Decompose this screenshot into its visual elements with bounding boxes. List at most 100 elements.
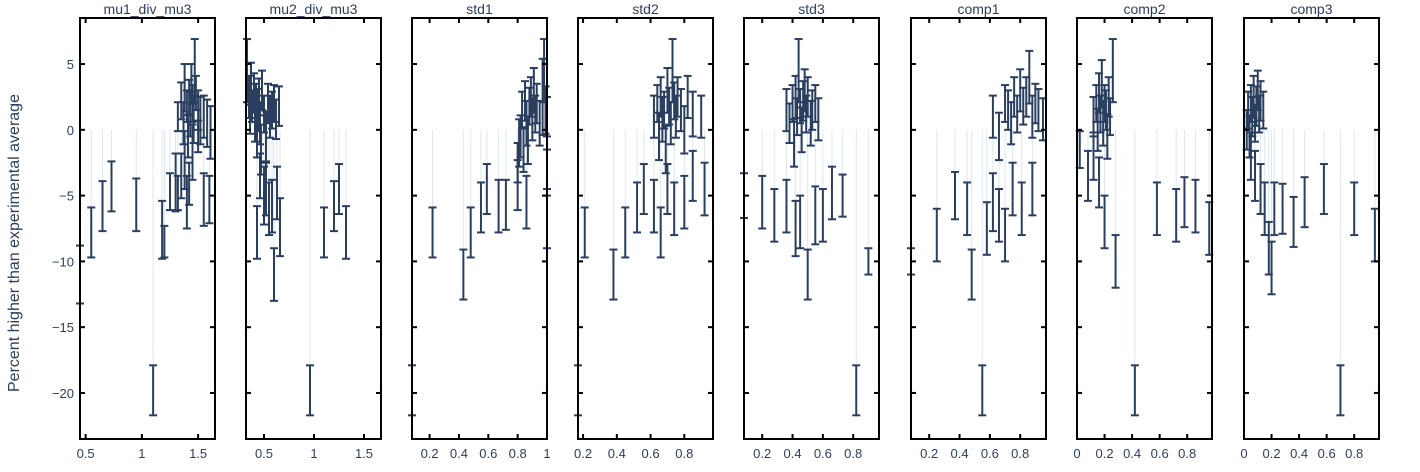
error-bar: [1260, 181, 1269, 237]
error-bar: [482, 163, 491, 216]
x-tick-label: 0.6: [479, 446, 497, 461]
error-bar: [330, 180, 338, 233]
error-bar: [1267, 240, 1276, 296]
error-bar: [802, 94, 811, 134]
x-tick-label: 0.4: [1290, 446, 1308, 461]
panel-title: comp1: [957, 1, 999, 17]
panel-title: mu1_div_mu3: [104, 1, 192, 17]
error-bar: [501, 178, 510, 231]
panel-title: comp2: [1123, 1, 1165, 17]
error-bar: [98, 180, 107, 233]
x-tick-label: 0.6: [814, 446, 832, 461]
error-bar: [1289, 195, 1298, 248]
error-bar: [1108, 38, 1117, 104]
error-bar: [838, 173, 847, 218]
x-tick-label: 1: [543, 446, 550, 461]
error-bar: [988, 94, 997, 139]
error-bar: [1180, 176, 1189, 229]
x-tick-label: 0.4: [784, 446, 802, 461]
y-tick-label: −20: [52, 386, 74, 401]
error-bar: [1350, 181, 1359, 237]
error-bar: [1130, 364, 1139, 417]
error-bar: [1270, 181, 1279, 237]
panel-title: mu2_div_mu3: [270, 1, 358, 17]
error-bar: [1278, 182, 1287, 235]
panel-mu1_div_mu3: 5 0 −5 −10 −15 −20 0.5 1 1.5 mu1_div_mu3: [52, 1, 216, 461]
error-bar: [1191, 178, 1200, 234]
panel-title: std2: [632, 1, 659, 17]
x-tick-label: 0.6: [981, 446, 999, 461]
error-bar: [680, 174, 689, 230]
error-bar: [758, 174, 767, 230]
error-bar: [466, 206, 475, 259]
error-bar: [1255, 94, 1264, 134]
error-bar: [697, 94, 706, 139]
error-bar: [275, 85, 283, 127]
error-bar: [688, 90, 697, 138]
panel-comp1: 0.2 0.4 0.6 0.8 comp1: [907, 1, 1047, 461]
error-bar: [158, 199, 167, 260]
x-tick-label: 0.4: [608, 446, 626, 461]
x-tick-label: 0.4: [951, 446, 969, 461]
error-bar: [633, 181, 642, 234]
error-bar: [818, 188, 827, 243]
error-bar: [864, 247, 873, 276]
error-bar: [476, 181, 485, 234]
error-bar: [994, 188, 1003, 243]
error-bar: [1111, 234, 1120, 289]
error-bar: [1095, 156, 1104, 209]
x-tick-label: 0.6: [1318, 446, 1336, 461]
error-bar: [988, 172, 997, 233]
x-tick-label: 0.5: [77, 446, 95, 461]
error-bar: [967, 248, 976, 301]
error-bar: [1084, 149, 1093, 202]
panel-title: std3: [798, 1, 825, 17]
x-tick-label: 1.5: [355, 446, 373, 461]
x-tick-label: 0.2: [753, 446, 771, 461]
panel-frame: [910, 17, 1047, 440]
error-bar: [1089, 131, 1098, 181]
error-bar: [1008, 161, 1017, 217]
panel-comp2: 0 0.2 0.4 0.6 0.8 comp2: [1073, 1, 1214, 461]
y-tick-label: 5: [67, 57, 74, 72]
error-bar: [541, 85, 550, 135]
x-tick-label: 0.2: [920, 446, 938, 461]
error-bar: [206, 105, 215, 160]
error-bar: [852, 364, 861, 417]
error-bar: [656, 206, 665, 259]
error-bar: [639, 163, 648, 216]
error-bar: [531, 94, 540, 134]
error-bar: [107, 160, 116, 213]
panel-std1: 0.2 0.4 0.6 0.8 1 std1: [408, 1, 551, 461]
error-bar: [522, 174, 531, 230]
error-bar: [770, 188, 779, 243]
x-tick-label: 0.5: [255, 446, 273, 461]
error-bar: [1104, 76, 1113, 118]
x-tick-label: 0.6: [1151, 446, 1169, 461]
panel-std3: 0.2 0.4 0.6 0.8 std3: [740, 1, 880, 461]
error-bar: [1300, 176, 1309, 229]
panel-title: comp3: [1290, 1, 1332, 17]
error-bar: [811, 185, 820, 246]
x-tick-label: 0: [1240, 446, 1247, 461]
error-bar: [1246, 131, 1255, 181]
x-tick-label: 0.8: [1011, 446, 1029, 461]
error-bar: [621, 206, 630, 259]
error-bar: [1001, 207, 1010, 263]
error-bar: [1251, 149, 1260, 202]
error-bar: [342, 205, 350, 260]
error-bar: [270, 247, 278, 302]
panel-frame: [245, 17, 382, 440]
error-bar: [700, 161, 709, 217]
error-bar: [1034, 88, 1043, 133]
panel-title: std1: [466, 1, 493, 17]
error-bar: [827, 165, 836, 221]
x-tick-label: 0.6: [642, 446, 660, 461]
x-tick-label: 0.4: [1123, 446, 1141, 461]
y-tick-label: 0: [67, 123, 74, 138]
panel-comp3: 0 0.2 0.4 0.6 0.8 comp3: [1240, 1, 1380, 461]
error-bar: [950, 170, 959, 221]
x-tick-label: 0.4: [450, 446, 468, 461]
error-bar: [160, 224, 169, 259]
error-bar: [253, 205, 261, 260]
